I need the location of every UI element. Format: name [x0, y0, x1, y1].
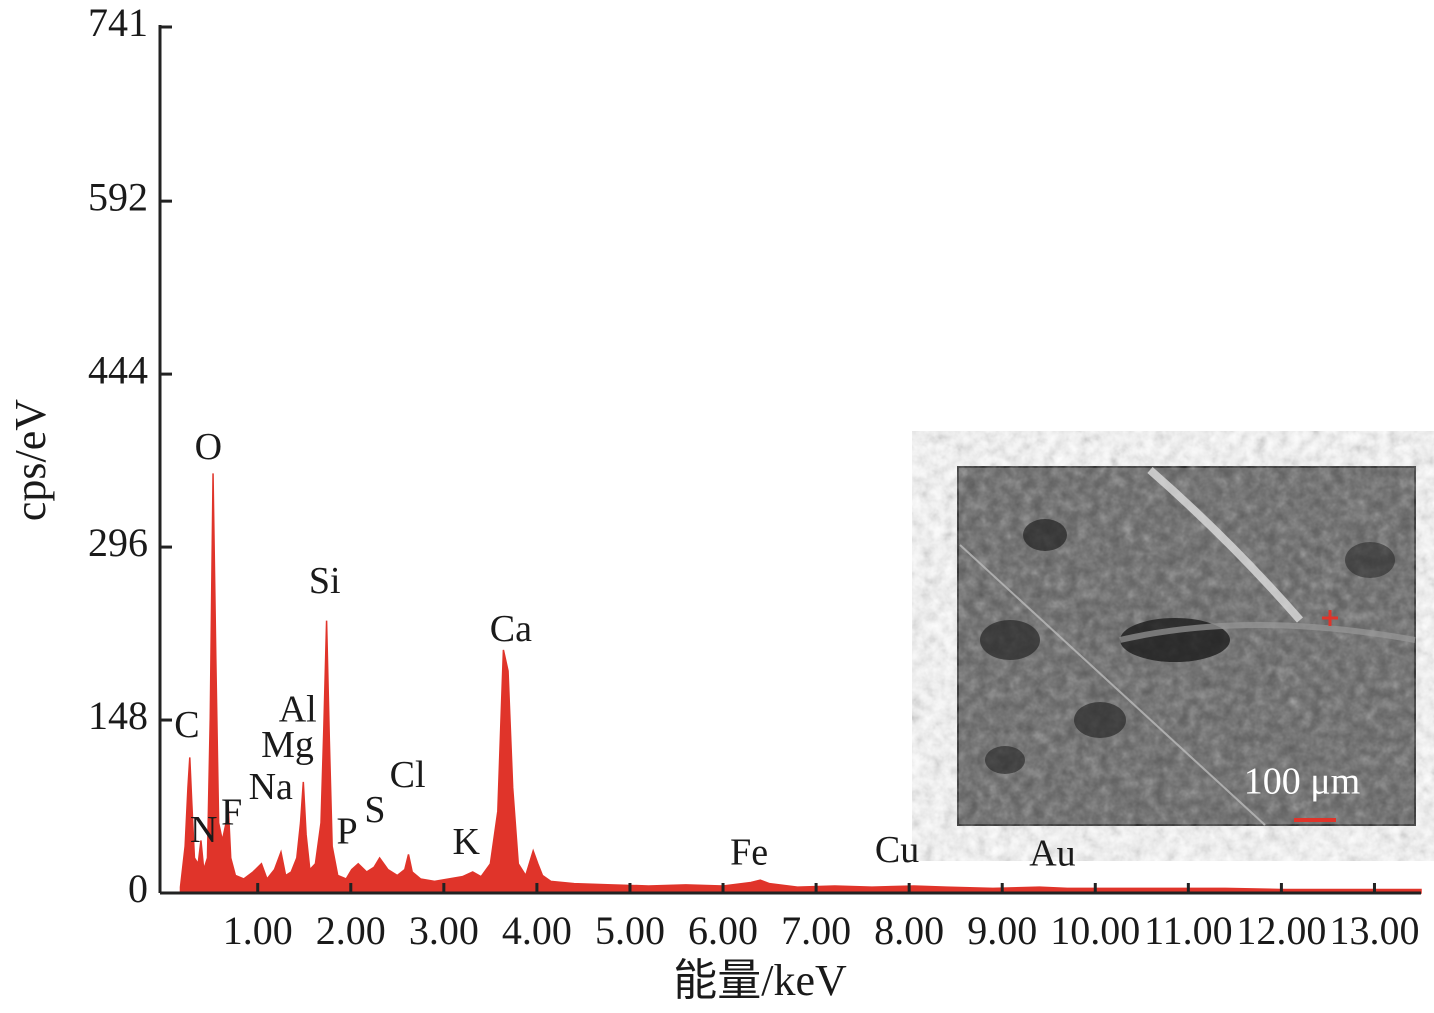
x-tick-label: 4.00 — [502, 908, 572, 953]
element-label: Al — [279, 689, 317, 731]
x-tick-label: 8.00 — [874, 908, 944, 953]
y-tick-label: 592 — [88, 174, 148, 219]
y-tick-label: 0 — [128, 866, 148, 911]
scale-label: 100 μm — [1244, 761, 1360, 803]
element-label: S — [364, 789, 385, 831]
x-tick-label: 3.00 — [409, 908, 479, 953]
x-tick-label: 13.00 — [1329, 908, 1419, 953]
element-label: Na — [249, 766, 293, 808]
x-tick-label: 5.00 — [595, 908, 665, 953]
element-label: N — [190, 809, 217, 851]
element-label: C — [174, 704, 199, 746]
x-axis-label: 能量/keV — [673, 956, 847, 1005]
element-label: O — [195, 426, 222, 468]
y-tick-label: 296 — [88, 520, 148, 565]
spectrum — [179, 473, 1422, 894]
x-tick-label: 10.00 — [1050, 908, 1140, 953]
sem-inset: 100 μm — [957, 466, 1416, 826]
x-tick-label: 7.00 — [781, 908, 851, 953]
element-label: Cl — [390, 754, 426, 796]
y-tick-label: 444 — [88, 347, 148, 392]
element-label: Au — [1029, 832, 1075, 874]
x-tick-label: 2.00 — [316, 908, 386, 953]
y-tick-label: 148 — [88, 693, 148, 738]
element-label: F — [221, 792, 242, 834]
element-label: Ca — [490, 608, 532, 650]
element-label: Mg — [261, 724, 314, 766]
y-axis-label: cps/eV — [6, 399, 55, 521]
element-label: Cu — [875, 829, 919, 871]
element-label: P — [336, 810, 357, 852]
x-tick-label: 9.00 — [967, 908, 1037, 953]
element-label: Fe — [730, 831, 768, 873]
y-tick-label: 741 — [88, 0, 148, 45]
element-label: Si — [309, 560, 341, 602]
x-tick-label: 11.00 — [1144, 908, 1233, 953]
x-tick-label: 12.00 — [1236, 908, 1326, 953]
element-label: K — [452, 821, 480, 863]
x-tick-label: 6.00 — [688, 908, 758, 953]
x-tick-label: 1.00 — [223, 908, 293, 953]
